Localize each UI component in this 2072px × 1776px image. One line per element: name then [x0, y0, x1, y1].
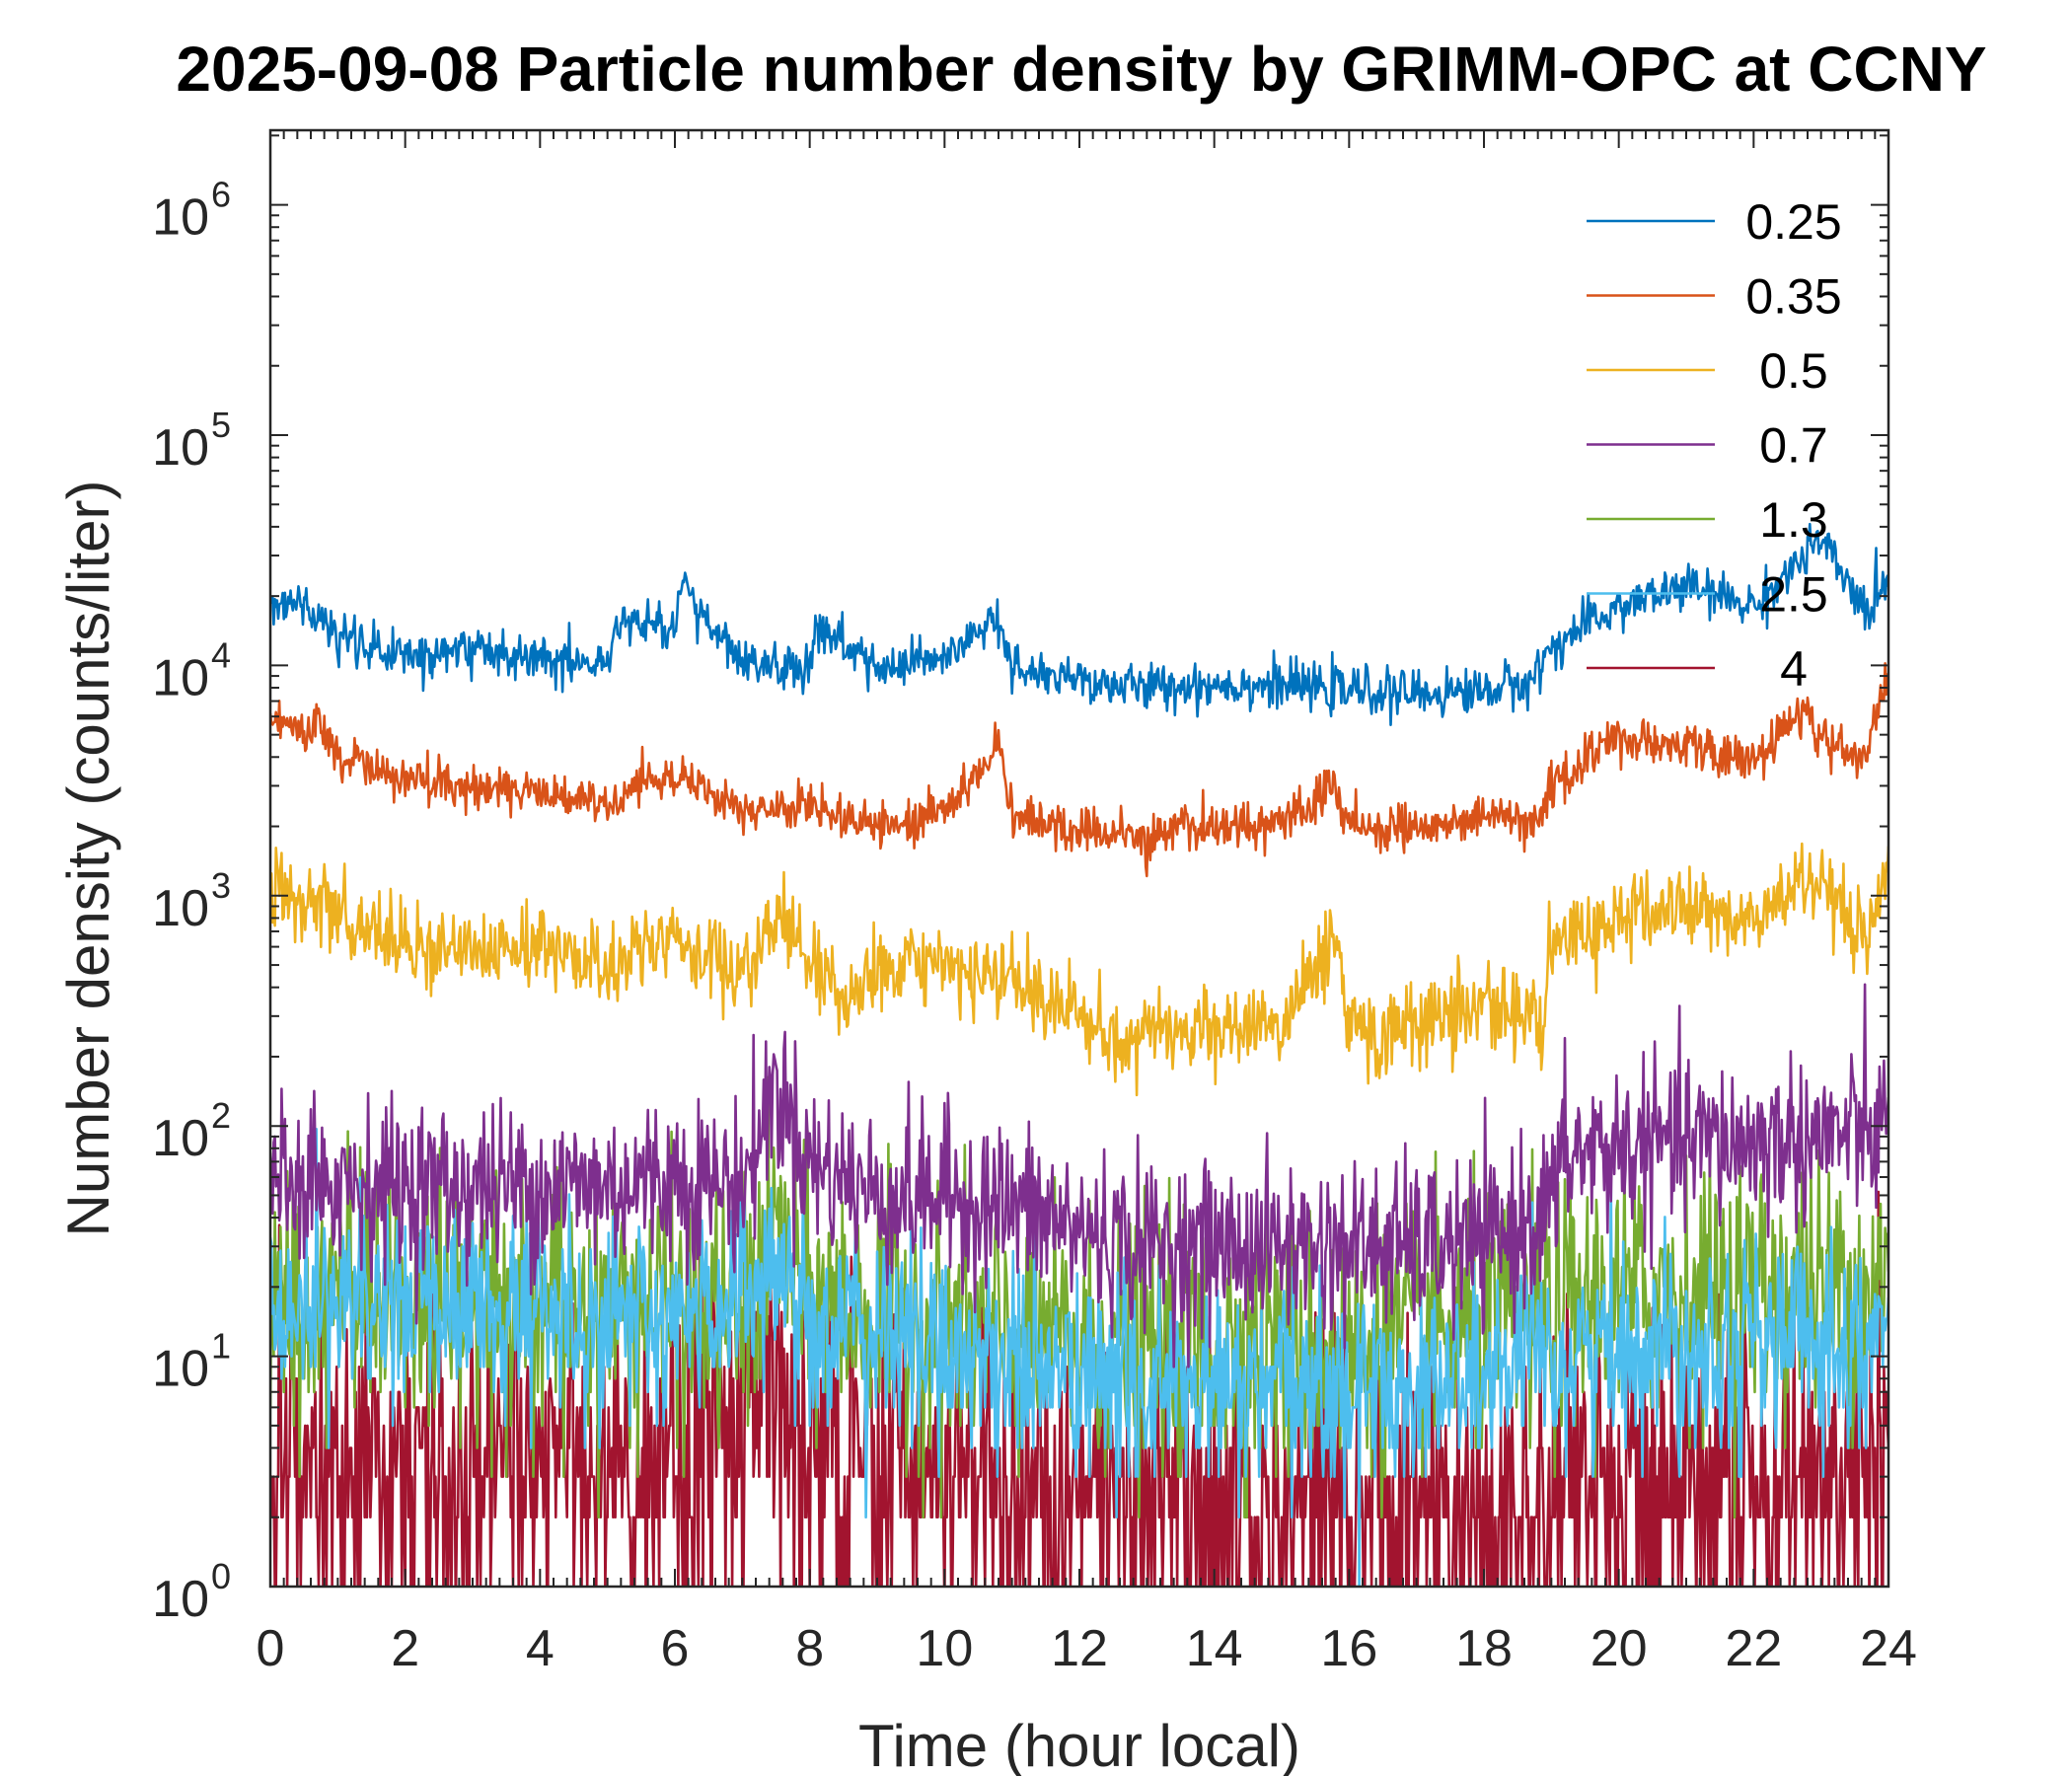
- y-tick-exponent: 1: [211, 1326, 231, 1367]
- series-layer: [270, 522, 1888, 1587]
- y-tick-exponent: 4: [211, 634, 231, 675]
- y-tick-label: 10: [152, 1110, 209, 1167]
- y-tick-exponent: 0: [211, 1556, 231, 1596]
- series-line-0-25: [270, 522, 1888, 727]
- x-tick-label: 10: [916, 1620, 973, 1677]
- x-tick-label: 0: [257, 1620, 285, 1677]
- y-tick-exponent: 3: [211, 865, 231, 906]
- x-tick-label: 22: [1725, 1620, 1782, 1677]
- x-tick-label: 8: [795, 1620, 824, 1677]
- legend-label: 0.7: [1759, 418, 1828, 474]
- y-tick-label: 10: [152, 880, 209, 937]
- x-tick-label: 12: [1051, 1620, 1108, 1677]
- legend-label: 0.35: [1745, 269, 1841, 325]
- y-tick-exponent: 5: [211, 405, 231, 445]
- x-tick-label: 6: [661, 1620, 690, 1677]
- series-line-2-5: [270, 1128, 1888, 1587]
- x-tick-label: 18: [1455, 1620, 1513, 1677]
- legend-label: 4: [1780, 641, 1808, 697]
- y-tick-label: 10: [152, 1341, 209, 1398]
- x-tick-label: 20: [1591, 1620, 1648, 1677]
- y-tick-label: 10: [152, 649, 209, 706]
- legend: 0.25 0.35 0.5 0.7 1.3 2.5 4: [1587, 194, 1842, 697]
- y-tick-exponent: 6: [211, 175, 231, 215]
- series-line-0-7: [270, 983, 1888, 1369]
- chart-title: 2025-09-08 Particle number density by GR…: [176, 34, 1986, 105]
- series-line-0-35: [270, 661, 1888, 878]
- y-tick-exponent: 2: [211, 1095, 231, 1136]
- legend-label: 0.5: [1759, 343, 1828, 399]
- y-tick-label: 10: [152, 189, 209, 247]
- series-line-0-5: [270, 842, 1888, 1097]
- axes-layer: [268, 128, 1890, 1589]
- series-line-4: [270, 1190, 1888, 1587]
- y-axis-label: Number density (counts/liter): [55, 481, 121, 1237]
- y-tick-label: 10: [152, 1571, 209, 1628]
- legend-label: 2.5: [1759, 567, 1828, 623]
- x-tick-label: 14: [1186, 1620, 1243, 1677]
- x-tick-label: 16: [1320, 1620, 1377, 1677]
- legend-label: 1.3: [1759, 492, 1828, 548]
- x-tick-label: 24: [1860, 1620, 1917, 1677]
- x-tick-label: 2: [391, 1620, 419, 1677]
- x-axis-label: Time (hour local): [858, 1713, 1300, 1776]
- legend-label: 0.25: [1745, 194, 1841, 250]
- x-tick-label: 4: [526, 1620, 555, 1677]
- y-tick-label: 10: [152, 419, 209, 477]
